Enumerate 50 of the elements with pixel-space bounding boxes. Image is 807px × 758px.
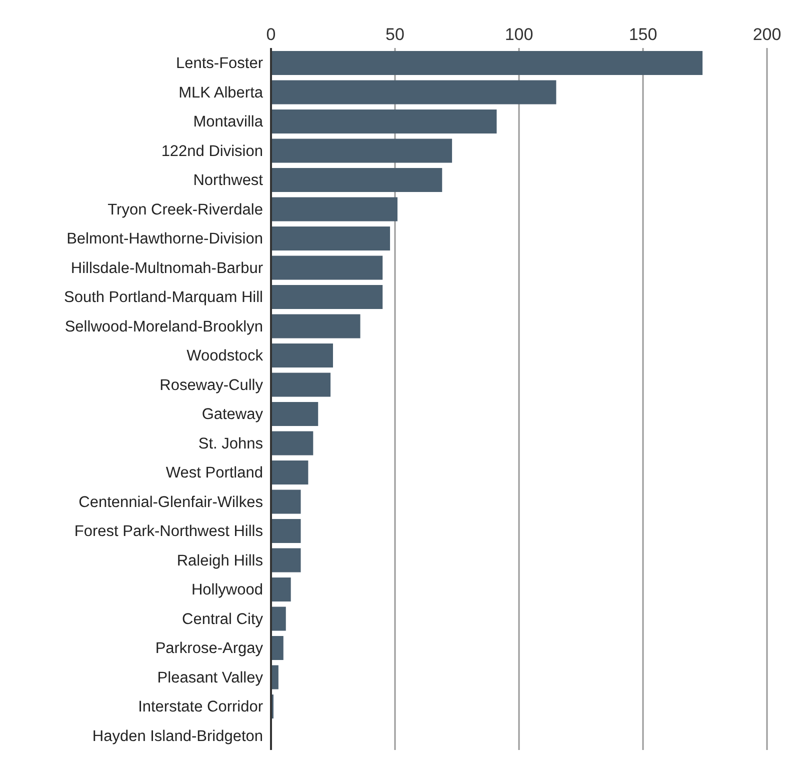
- y-tick-label: West Portland: [166, 464, 263, 482]
- bar: [271, 578, 291, 602]
- bar: [271, 256, 383, 280]
- y-tick-label: 122nd Division: [161, 142, 263, 160]
- y-tick-label: South Portland-Marquam Hill: [64, 289, 263, 306]
- bar: [271, 460, 308, 484]
- bar: [271, 51, 703, 75]
- bar: [271, 168, 442, 192]
- y-tick-label: Parkrose-Argay: [155, 640, 264, 658]
- y-tick-label: Raleigh Hills: [176, 552, 264, 570]
- bar: [271, 431, 314, 456]
- bar: [271, 636, 284, 660]
- bar: [271, 548, 301, 572]
- y-tick-label: Belmont-Hawthorne-Division: [66, 230, 263, 248]
- x-tick-label: 150: [628, 25, 658, 44]
- bar: [271, 606, 286, 631]
- y-tick-label: Centennial-Glenfair-Wilkes: [78, 494, 264, 511]
- bar: [271, 110, 497, 134]
- y-tick-label: Interstate Corridor: [138, 698, 263, 716]
- y-tick-label: Roseway-Cully: [160, 376, 264, 394]
- x-tick-label: 100: [504, 25, 534, 44]
- y-tick-label: St. Johns: [198, 435, 264, 452]
- y-tick-label: Pleasant Valley: [157, 669, 264, 686]
- bar: [271, 314, 360, 338]
- y-tick-label: Gateway: [202, 406, 264, 424]
- y-tick-label: Tryon Creek-Riverdale: [108, 201, 263, 218]
- bar: [271, 80, 556, 104]
- y-tick-label: Lents-Foster: [176, 55, 263, 72]
- bar: [271, 372, 331, 397]
- y-tick-label: Sellwood-Moreland-Brooklyn: [64, 318, 263, 336]
- x-tick-label: 0: [266, 25, 276, 44]
- bar: [271, 402, 318, 426]
- y-tick-label: Central City: [182, 610, 264, 628]
- bar: [271, 226, 390, 250]
- bar: [271, 344, 333, 368]
- y-tick-label: Hillsdale-Multnomah-Barbur: [70, 260, 263, 277]
- y-tick-label: Montavilla: [193, 114, 264, 131]
- bar: [271, 490, 301, 514]
- y-tick-label: Forest Park-Northwest Hills: [74, 523, 264, 540]
- y-tick-label: MLK Alberta: [178, 84, 264, 102]
- y-tick-label: Northwest: [193, 172, 264, 190]
- x-tick-label: 200: [752, 25, 782, 44]
- x-tick-label: 50: [386, 25, 404, 44]
- y-tick-label: Hollywood: [191, 582, 263, 599]
- bar: [271, 519, 301, 543]
- bar: [271, 285, 383, 309]
- y-tick-label: Hayden Island-Bridgeton: [92, 728, 263, 745]
- bar: [271, 197, 398, 222]
- bar: [271, 138, 452, 163]
- y-tick-label: Woodstock: [186, 348, 264, 365]
